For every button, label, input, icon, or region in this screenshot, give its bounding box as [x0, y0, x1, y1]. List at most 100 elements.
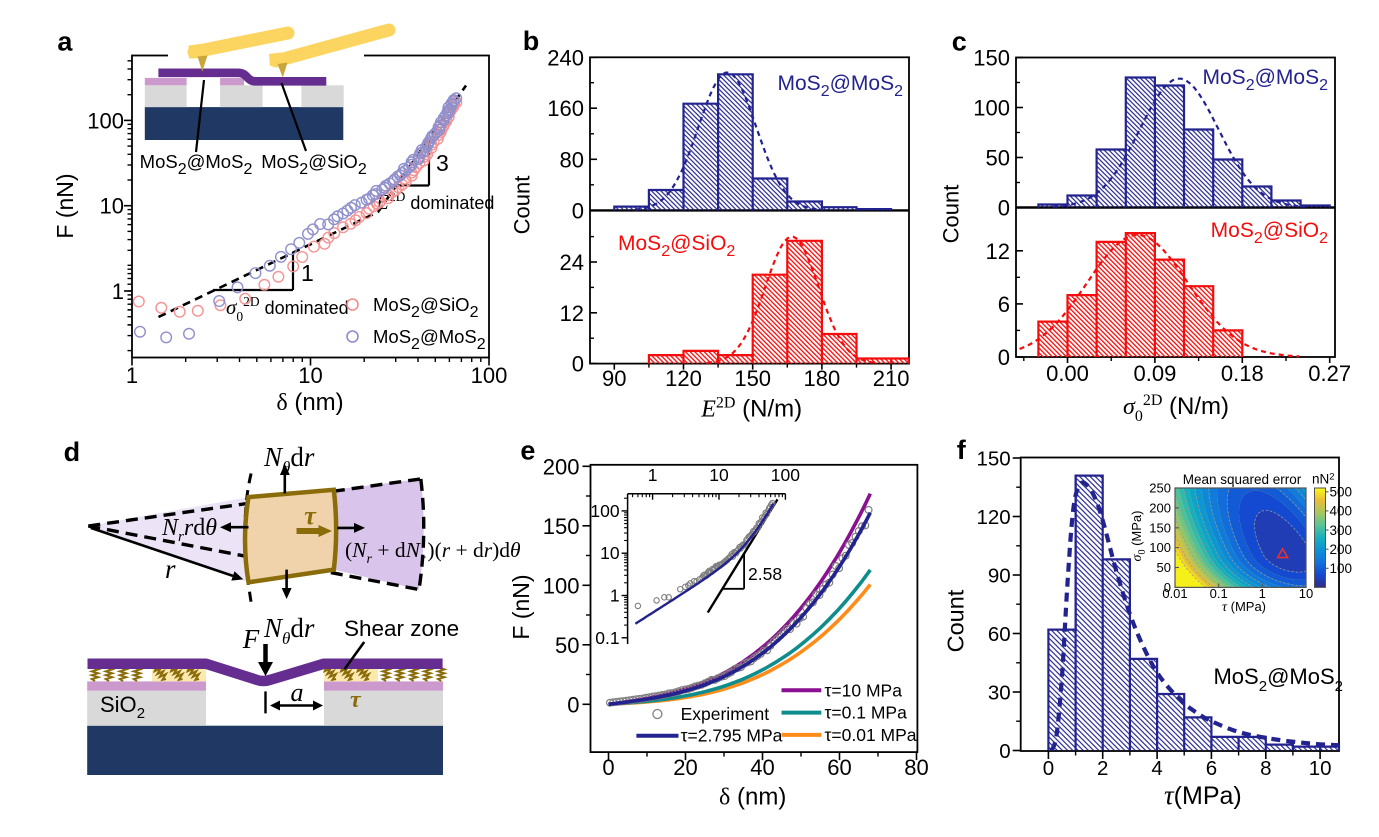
- svg-text:MoS2@SiO2: MoS2@SiO2: [373, 294, 479, 321]
- svg-text:Count: Count: [942, 589, 968, 652]
- svg-text:6: 6: [1206, 757, 1217, 780]
- svg-text:0.1: 0.1: [595, 628, 619, 648]
- svg-text:1: 1: [301, 260, 314, 286]
- svg-text:1: 1: [126, 363, 138, 388]
- svg-text:50: 50: [986, 146, 1010, 171]
- svg-text:400: 400: [1330, 504, 1353, 519]
- svg-text:90: 90: [988, 565, 1011, 588]
- svg-text:100: 100: [1330, 561, 1353, 576]
- svg-text:nN2: nN2: [1312, 472, 1335, 487]
- svg-text:150: 150: [734, 366, 771, 391]
- svg-text:MoS2@MoS2: MoS2@MoS2: [778, 72, 904, 100]
- svg-text:12: 12: [986, 239, 1010, 264]
- svg-text:1: 1: [648, 465, 658, 485]
- svg-text:10: 10: [709, 465, 729, 485]
- svg-text:40: 40: [750, 755, 774, 780]
- svg-text:300: 300: [1330, 523, 1353, 538]
- svg-text:1: 1: [610, 586, 620, 606]
- svg-text:0.00: 0.00: [1046, 361, 1089, 386]
- svg-text:160: 160: [547, 96, 584, 121]
- svg-text:12: 12: [560, 301, 584, 326]
- svg-text:τ (MPa): τ (MPa): [1222, 599, 1266, 615]
- svg-text:180: 180: [804, 366, 841, 391]
- svg-text:200: 200: [543, 454, 580, 479]
- svg-text:F: F: [242, 624, 260, 654]
- svg-text:0: 0: [998, 196, 1010, 221]
- svg-text:0: 0: [602, 755, 614, 780]
- svg-text:10: 10: [298, 363, 322, 388]
- svg-text:F (nN): F (nN): [508, 574, 534, 639]
- svg-text:0: 0: [1164, 580, 1171, 595]
- svg-text:80: 80: [904, 755, 928, 780]
- svg-text:σ02D dominated: σ02D dominated: [226, 294, 349, 324]
- svg-text:100: 100: [543, 573, 580, 598]
- svg-text:τ=2.795 MPa: τ=2.795 MPa: [681, 726, 783, 746]
- svg-text:30: 30: [988, 682, 1011, 705]
- svg-text:τ: τ: [350, 687, 362, 713]
- svg-text:0.01: 0.01: [1162, 586, 1187, 601]
- svg-text:1: 1: [1259, 586, 1266, 601]
- svg-text:100: 100: [87, 108, 124, 133]
- svg-text:20: 20: [673, 755, 697, 780]
- svg-text:MoS2@SiO2: MoS2@SiO2: [618, 232, 735, 260]
- svg-text:c: c: [952, 27, 967, 57]
- svg-text:Nrrdθ: Nrrdθ: [161, 515, 217, 545]
- svg-text:0: 0: [572, 198, 584, 223]
- svg-text:4: 4: [1151, 757, 1162, 780]
- svg-text:0.18: 0.18: [1221, 361, 1264, 386]
- svg-text:r: r: [165, 554, 176, 584]
- svg-text:f: f: [957, 435, 967, 465]
- svg-text:Shear zone: Shear zone: [344, 616, 459, 641]
- svg-text:60: 60: [988, 623, 1011, 646]
- svg-text:10: 10: [1299, 586, 1313, 601]
- svg-text:MoS2@MoS2: MoS2@MoS2: [1203, 66, 1329, 94]
- svg-text:d: d: [64, 437, 81, 467]
- svg-text:60: 60: [827, 755, 851, 780]
- svg-text:120: 120: [665, 366, 702, 391]
- svg-text:90: 90: [602, 366, 626, 391]
- svg-text:τ=0.01 MPa: τ=0.01 MPa: [825, 725, 917, 745]
- svg-text:Nθdr: Nθdr: [263, 442, 315, 477]
- svg-text:σ02D (N/m): σ02D (N/m): [1123, 392, 1229, 425]
- svg-text:E2D (N/m): E2D (N/m): [700, 395, 802, 423]
- svg-text:50: 50: [1157, 560, 1171, 575]
- svg-text:a: a: [291, 678, 304, 707]
- svg-text:50: 50: [555, 633, 579, 658]
- svg-text:e: e: [520, 436, 535, 466]
- svg-text:b: b: [523, 26, 540, 56]
- svg-text:MoS2@SiO2: MoS2@SiO2: [1211, 219, 1328, 247]
- svg-text:10: 10: [1309, 757, 1332, 780]
- svg-text:500: 500: [1330, 485, 1353, 500]
- svg-text:100: 100: [590, 501, 619, 521]
- svg-text:240: 240: [547, 45, 584, 70]
- svg-text:2.58: 2.58: [748, 564, 782, 584]
- svg-text:δ (nm): δ (nm): [276, 389, 343, 416]
- svg-text:100: 100: [471, 363, 508, 388]
- svg-text:0.1: 0.1: [1210, 586, 1228, 601]
- svg-text:150: 150: [543, 514, 580, 539]
- svg-text:MoS2@MoS2: MoS2@MoS2: [373, 326, 486, 353]
- svg-text:F (nN): F (nN): [52, 173, 78, 238]
- svg-text:100: 100: [1149, 540, 1171, 555]
- svg-text:τ: τ: [304, 501, 317, 530]
- svg-text:0: 0: [1043, 757, 1054, 780]
- svg-text:Nθdr: Nθdr: [263, 613, 315, 648]
- svg-text:120: 120: [976, 506, 1010, 529]
- svg-text:100: 100: [973, 96, 1010, 121]
- svg-text:Count: Count: [938, 185, 963, 244]
- svg-text:10: 10: [100, 194, 124, 219]
- svg-text:8: 8: [1260, 757, 1271, 780]
- svg-text:1: 1: [112, 279, 124, 304]
- svg-text:6: 6: [998, 292, 1010, 317]
- svg-text:250: 250: [1149, 481, 1171, 496]
- svg-text:Mean squared error: Mean squared error: [1183, 472, 1302, 487]
- svg-text:3: 3: [436, 150, 449, 176]
- svg-text:80: 80: [560, 147, 584, 172]
- svg-text:10: 10: [600, 543, 620, 563]
- svg-text:150: 150: [1149, 520, 1171, 535]
- svg-text:24: 24: [560, 250, 584, 275]
- svg-text:100: 100: [771, 465, 800, 485]
- svg-text:0: 0: [567, 692, 579, 717]
- svg-text:150: 150: [976, 448, 1010, 471]
- svg-text:Experiment: Experiment: [681, 704, 770, 724]
